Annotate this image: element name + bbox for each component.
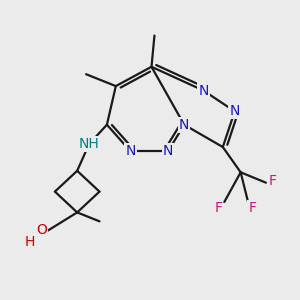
- Text: O: O: [36, 223, 47, 237]
- Text: N: N: [198, 84, 209, 98]
- Text: F: F: [214, 201, 222, 215]
- Text: N: N: [179, 118, 189, 132]
- Text: NH: NH: [79, 137, 99, 151]
- Text: N: N: [163, 145, 173, 158]
- Text: F: F: [268, 174, 277, 188]
- Text: H: H: [24, 235, 35, 249]
- Text: N: N: [230, 104, 240, 118]
- Text: F: F: [248, 201, 256, 215]
- Text: N: N: [125, 145, 136, 158]
